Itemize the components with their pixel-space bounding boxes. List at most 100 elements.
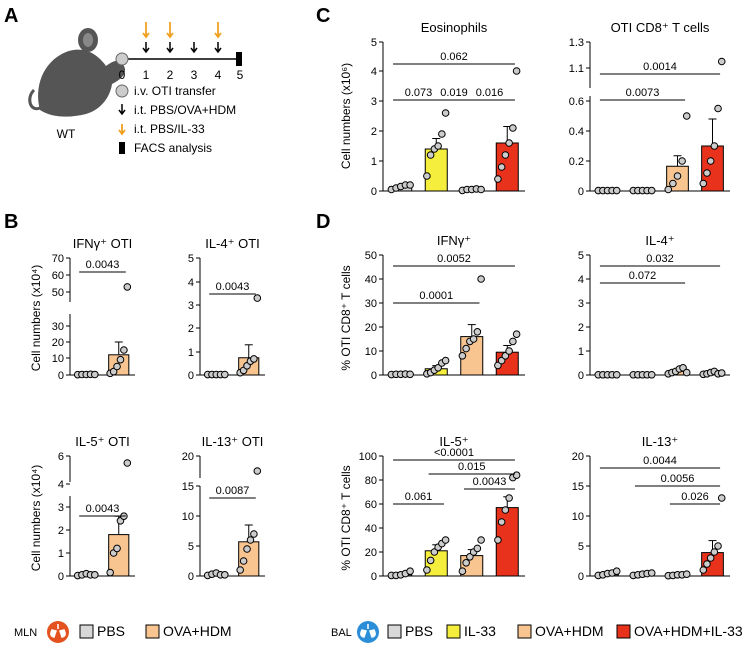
data-point [426, 556, 435, 565]
data-point [669, 179, 677, 188]
legend-mln-tissue: MLN [14, 627, 37, 639]
p-value: 0.061 [405, 491, 433, 503]
data-point [462, 559, 470, 567]
data-point [512, 471, 521, 480]
data-point [673, 172, 682, 180]
y-tick-label: 5 [578, 250, 584, 262]
y-tick-label: 2 [188, 323, 194, 335]
p-value: 0.0044 [643, 455, 677, 467]
y-tick-label: 1 [578, 346, 584, 358]
y-tick-label: 20 [52, 337, 64, 349]
timeline-transfer-marker [115, 52, 129, 66]
y-tick-label: 3 [578, 298, 584, 310]
y-tick-label: 20 [365, 322, 377, 334]
mouse-label: WT [57, 127, 76, 141]
data-point [678, 157, 686, 165]
data-point [497, 163, 506, 171]
chart-8: IL-5⁺ 0 20 40 60 80 100 0.061 0.0043 0.015 <0.0001 [359, 434, 525, 583]
chart-6: IFNγ⁺ 0 10 20 30 40 50 0.0001 0.0052 [365, 233, 525, 382]
y-tick-label: 70 [52, 253, 64, 265]
legend-pbs-label: PBS [97, 623, 125, 639]
ylabel-d-top: % OTI CD8⁺ T cells [339, 265, 353, 370]
y-tick-label: 3 [58, 502, 64, 514]
y-tick-label: 30 [52, 321, 64, 333]
data-point [494, 175, 502, 183]
data-point [647, 569, 656, 577]
data-point [699, 566, 708, 574]
p-value: 0.0043 [216, 281, 250, 293]
timeline-facs-marker [236, 52, 242, 66]
legend-transfer-icon [115, 84, 129, 98]
panel-letter-a: A [4, 5, 18, 27]
chart-5: OTI CD8⁺ T cells 0 0.2 0.4 0.6 1.1 1.3 0.0073 0.… [569, 20, 730, 198]
p-value: 0.0043 [86, 259, 120, 271]
p-value: 0.0043 [86, 503, 120, 515]
legend-ovahdm-swatch [145, 624, 160, 639]
legend-pbs-ova-label: i.t. PBS/OVA+HDM [134, 103, 236, 117]
data-point [239, 557, 248, 565]
data-point [647, 370, 656, 379]
data-point [458, 567, 467, 576]
data-point [113, 362, 121, 371]
p-value: 0.019 [440, 87, 468, 99]
data-point [462, 344, 470, 353]
data-point [612, 567, 621, 576]
y-tick-label: 4 [578, 274, 584, 286]
lung-icon-mln [47, 621, 69, 643]
data-point [423, 566, 431, 574]
y-tick-label: 10 [572, 511, 584, 523]
data-point [246, 536, 255, 544]
mouse-icon [38, 49, 126, 117]
y-tick-label: 0 [371, 370, 377, 382]
data-point [682, 570, 691, 579]
data-point [714, 542, 722, 550]
data-point [438, 130, 446, 138]
y-tick-label: 0 [58, 571, 64, 583]
data-point [699, 179, 708, 188]
p-value: 0.0001 [419, 290, 453, 302]
chart-9: IL-13⁺ 0 5 10 15 20 0.026 0.0056 0.0044 [572, 434, 730, 583]
legend-d-ovahdmil33-swatch [616, 624, 631, 639]
y-tick-label: 0 [578, 370, 584, 382]
y-tick-label: 50 [365, 250, 377, 262]
data-point [423, 172, 431, 180]
ylabel-b-top: Cell numbers (x10⁴) [29, 265, 43, 372]
y-tick-label: 0 [58, 370, 64, 382]
black-arrow-day-4 [214, 42, 222, 54]
data-point [250, 355, 258, 363]
p-value: 0.073 [405, 87, 433, 99]
data-point [505, 494, 513, 502]
p-value: 0.015 [458, 461, 486, 473]
y-tick-label: 40 [365, 523, 377, 535]
chart-2: IL-5⁺ OTI 0 1 2 3 4 6 0.0043 [58, 434, 135, 583]
chart-3: IL-13⁺ OTI 0 5 10 15 20 0.0087 [182, 434, 265, 583]
timeline-day-2: 2 [167, 68, 174, 82]
chart-title: IL-5⁺ OTI [75, 434, 130, 449]
p-value: 0.0087 [216, 485, 250, 497]
y-tick-label: 5 [188, 541, 194, 553]
data-point [221, 571, 229, 579]
data-point [116, 355, 125, 364]
data-point [253, 294, 262, 302]
timeline-day-5: 5 [237, 68, 244, 82]
data-point [109, 367, 118, 376]
lung-shape-bal [360, 624, 376, 638]
y-tick-label: 20 [182, 451, 194, 463]
data-point [458, 352, 467, 360]
data-point [123, 283, 132, 291]
mouse-tail [28, 88, 41, 111]
chart-7: IL-4⁺ 0 1 2 3 4 5 0.072 0.032 [578, 233, 730, 382]
y-tick-label: 4 [58, 479, 64, 491]
timeline-day-3: 3 [191, 68, 198, 82]
y-tick-label: 0.4 [569, 126, 584, 138]
data-point [106, 568, 114, 577]
p-value: 0.032 [646, 253, 674, 265]
data-point [91, 571, 99, 579]
legend-d-pbs-label: PBS [405, 623, 433, 639]
data-point [612, 370, 621, 379]
y-tick-label: 100 [359, 451, 377, 463]
chart-title: OTI CD8⁺ T cells [611, 20, 710, 35]
legend-d-ovahdmil33-label: OVA+HDM+IL-33 [634, 623, 743, 639]
data-point [469, 335, 478, 343]
